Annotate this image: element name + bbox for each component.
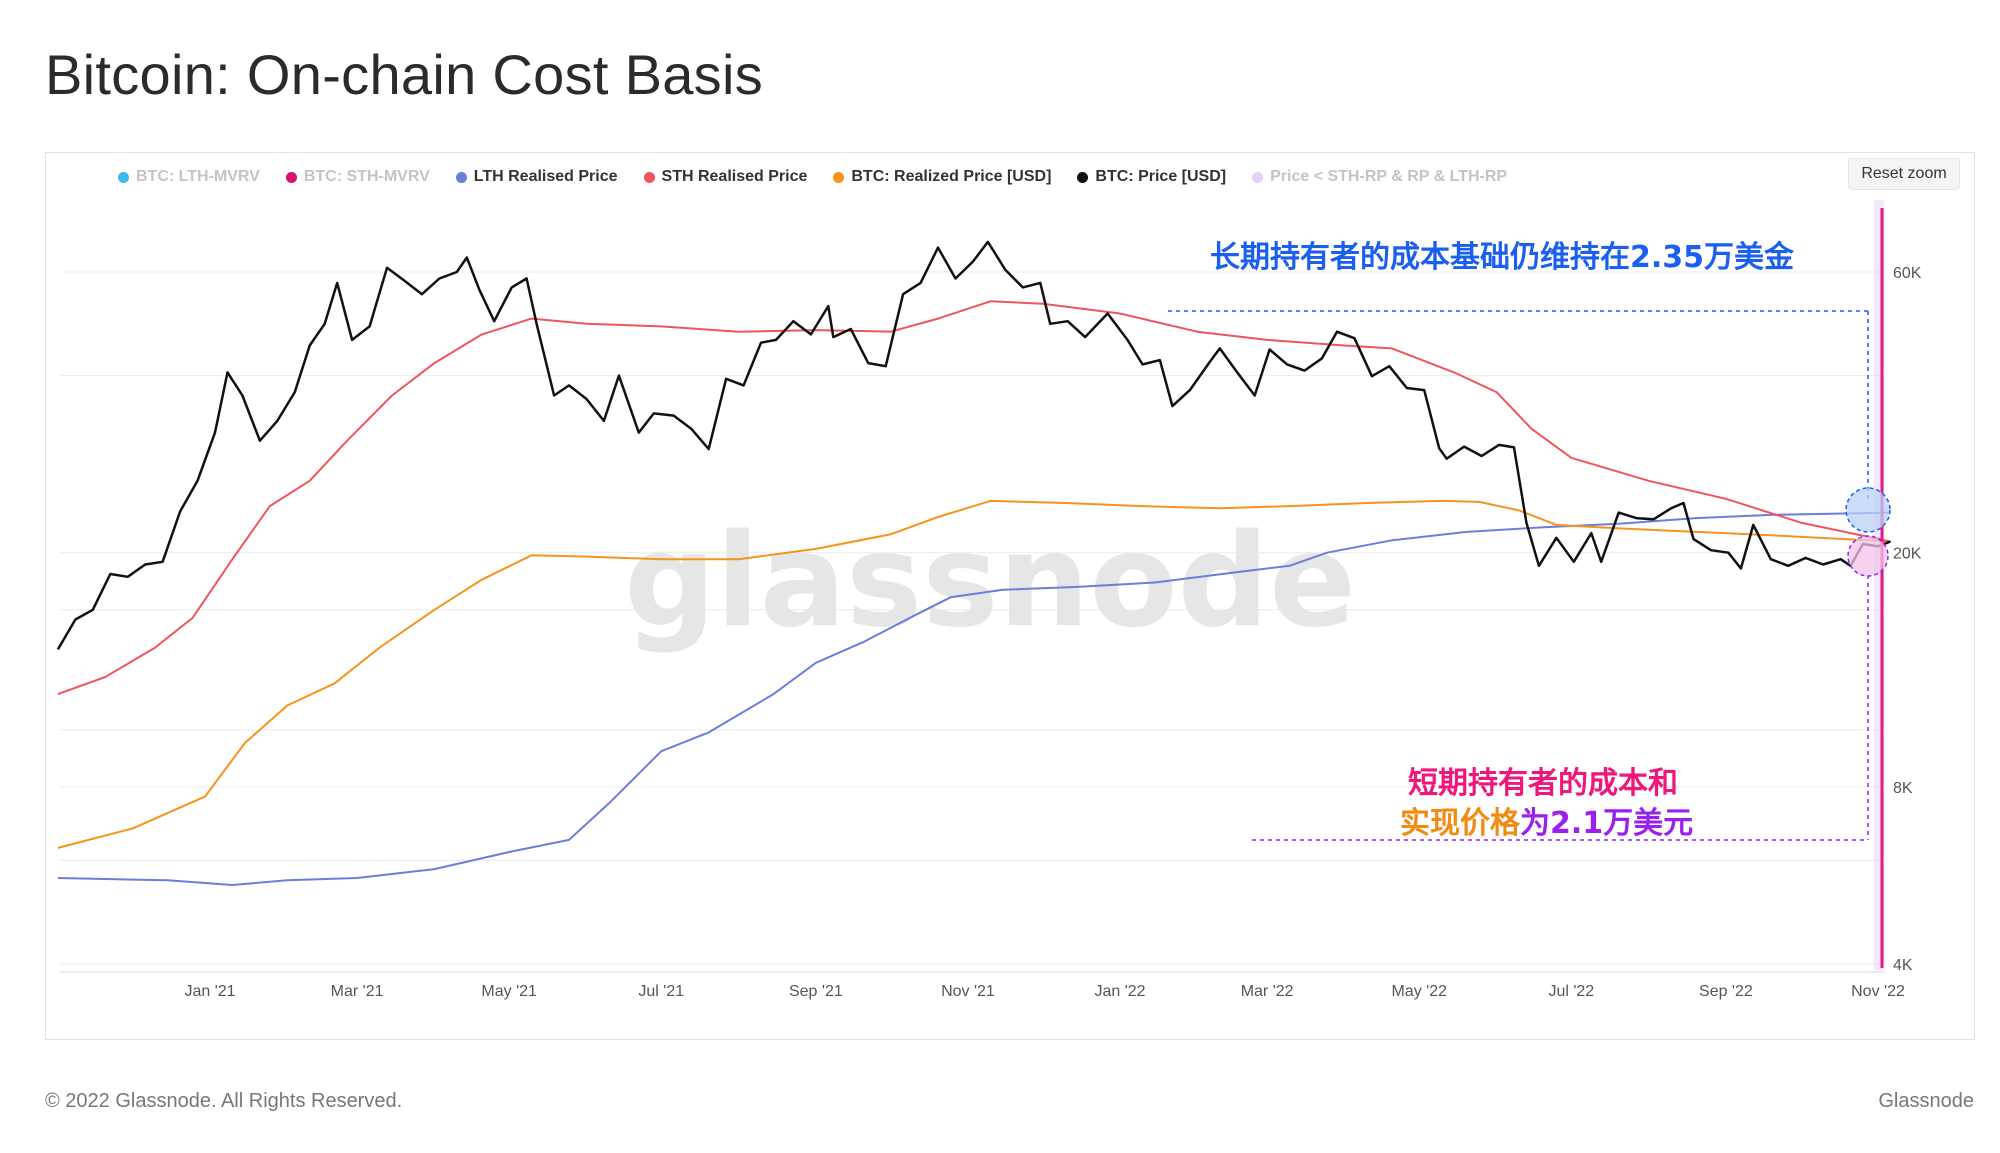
footer-brand: Glassnode [1878, 1090, 1974, 1112]
legend-dot-icon [455, 171, 467, 183]
legend-dot-icon [1077, 171, 1089, 183]
legend-item[interactable]: Price < STH-RP & RP & LTH-RP [1252, 168, 1507, 186]
legend-label: STH Realised Price [661, 168, 808, 185]
series-line [56, 240, 1891, 651]
x-tick-label: Nov '22 [1851, 983, 1905, 1000]
legend-dot-icon [1252, 171, 1264, 183]
x-tick-label: Sep '21 [789, 983, 843, 1000]
legend-item[interactable]: BTC: Price [USD] [1077, 168, 1226, 186]
sth-annotation-value: 为2.1万美元 [1520, 806, 1694, 841]
price-zone-band [1874, 200, 1884, 970]
x-tick-label: Nov '21 [941, 983, 995, 1000]
legend-item[interactable]: LTH Realised Price [455, 168, 618, 186]
sth-annotation-line2: 实现价格为2.1万美元 [1400, 798, 1693, 842]
legend-label: BTC: Realized Price [USD] [851, 168, 1052, 185]
annotation-markers [1168, 208, 1891, 968]
legend-label: Price < STH-RP & RP & LTH-RP [1270, 168, 1508, 185]
legend-dot-icon [118, 171, 129, 183]
x-tick-label: May '22 [1391, 983, 1447, 1000]
chart-legend: BTC: LTH-MVRV BTC: STH-MVRV LTH Realised P… [118, 168, 1507, 186]
y-tick-label: 8K [1893, 780, 1913, 797]
grid-lines [60, 200, 1885, 973]
y-tick-label: 4K [1893, 957, 1913, 974]
axis-ticks: Jan '21 Mar '21 May '21 Jul '21 Sep '21 Nov '… [184, 265, 1921, 1000]
lth-annotation: 长期持有者的成本基础仍维持在2.35万美金 [1210, 240, 1795, 275]
x-tick-label: Jan '22 [1094, 983, 1145, 1000]
legend-item[interactable]: BTC: STH-MVRV [285, 168, 430, 186]
sth-highlight-circle [1847, 535, 1889, 577]
legend-dot-icon [285, 171, 297, 183]
sth-annotation-realized: 实现价格 [1400, 806, 1520, 841]
legend-label: BTC: LTH-MVRV [136, 168, 260, 185]
x-tick-label: Jul '21 [638, 983, 684, 1000]
y-tick-label: 60K [1893, 265, 1922, 282]
chart-frame [45, 152, 1975, 1040]
series-group [56, 240, 1891, 886]
x-tick-label: Mar '22 [1241, 983, 1294, 1000]
legend-dot-icon [643, 171, 655, 183]
x-tick-label: May '21 [481, 983, 537, 1000]
watermark: glassnode [624, 507, 1356, 656]
y-tick-label: 20K [1893, 546, 1922, 563]
legend-item[interactable]: BTC: LTH-MVRV [118, 168, 260, 186]
series-line [57, 511, 1891, 886]
x-tick-label: Jan '21 [184, 983, 235, 1000]
reset-zoom-button[interactable]: Reset zoom [1848, 158, 1960, 190]
x-tick-label: Jul '22 [1548, 983, 1594, 1000]
series-line [57, 300, 1891, 696]
legend-dot-icon [833, 171, 845, 183]
footer-copyright: © 2022 Glassnode. All Rights Reserved. [45, 1090, 403, 1112]
legend-label: LTH Realised Price [473, 168, 618, 185]
x-tick-label: Mar '21 [331, 983, 384, 1000]
x-tick-label: Sep '22 [1699, 983, 1753, 1000]
legend-item[interactable]: STH Realised Price [643, 168, 808, 186]
sth-annotation-line1: 短期持有者的成本和 [1408, 766, 1678, 801]
legend-item[interactable]: BTC: Realized Price [USD] [833, 168, 1051, 186]
legend-label: BTC: STH-MVRV [303, 168, 430, 185]
legend-label: BTC: Price [USD] [1095, 168, 1227, 185]
page-title: Bitcoin: On-chain Cost Basis [45, 43, 764, 106]
lth-highlight-circle [1845, 487, 1891, 533]
